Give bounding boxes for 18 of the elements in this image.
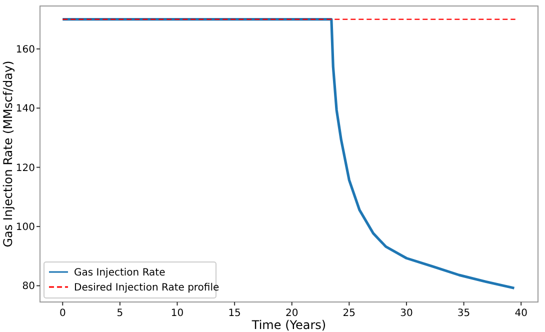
y-tick-label: 80 [22,281,35,292]
x-tick-label: 15 [228,308,241,319]
x-tick-label: 20 [286,308,298,319]
x-tick-label: 25 [342,308,356,319]
legend-label: Gas Injection Rate [74,268,166,278]
x-tick-label: 0 [59,308,66,319]
y-tick-label: 140 [16,104,35,115]
legend-label: Desired Injection Rate profile [74,282,220,294]
x-axis-title: Time (Years) [250,318,326,332]
y-axis-title: Gas Injection Rate (MMscf/day) [1,60,15,248]
y-tick-label: 100 [16,222,35,234]
x-tick-label: 10 [170,308,184,319]
x-tick-label: 40 [514,308,528,319]
y-tick-label: 120 [16,162,35,174]
x-tick-label: 30 [400,308,413,319]
x-tick-label: 5 [116,308,124,319]
x-tick-label: 35 [457,308,470,319]
y-tick-label: 160 [16,44,35,56]
